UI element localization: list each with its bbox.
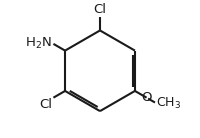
Text: H$_2$N: H$_2$N <box>25 36 52 51</box>
Text: Cl: Cl <box>39 98 52 111</box>
Text: Cl: Cl <box>94 2 106 15</box>
Text: O: O <box>141 91 152 104</box>
Text: CH$_3$: CH$_3$ <box>156 96 181 111</box>
